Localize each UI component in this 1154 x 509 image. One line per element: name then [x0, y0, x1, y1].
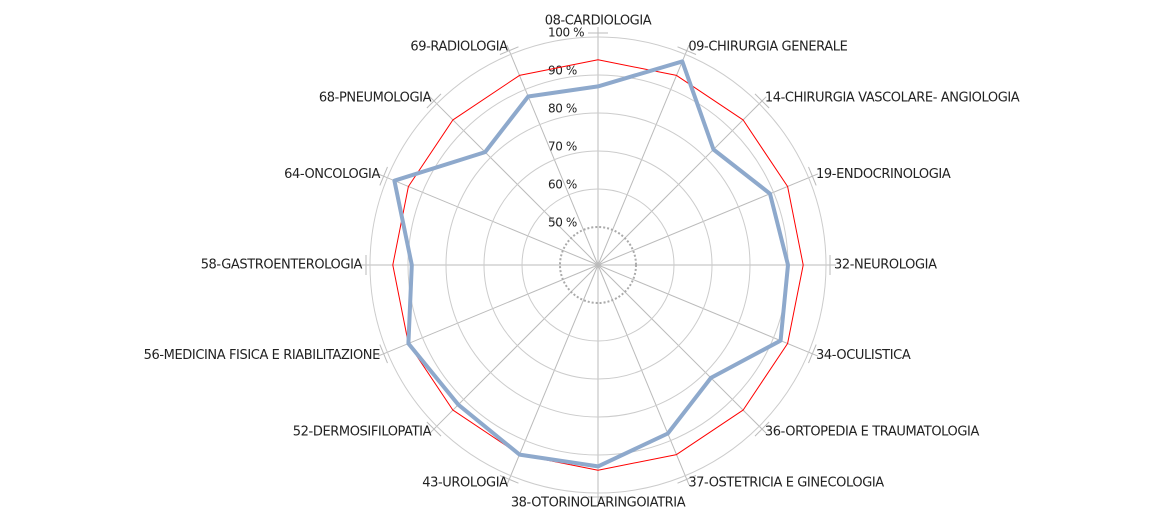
spoke: [506, 44, 599, 266]
category-label: 52-DERMOSIFILOPATIA: [293, 424, 432, 439]
grid-ring: [483, 150, 713, 380]
grid-ring: [559, 226, 637, 304]
category-label: 64-ONCOLOGIA: [284, 167, 380, 182]
category-label: 38-OTORINOLARINGOIATRIA: [511, 496, 686, 509]
spoke-end: [379, 344, 388, 364]
spoke-end: [677, 46, 697, 55]
category-label: 56-MEDICINA FISICA E RIABILITAZIONE: [144, 348, 381, 363]
grid-ring: [369, 36, 827, 494]
spoke: [506, 264, 599, 486]
category-label: 14-CHIRURGIA VASCOLARE- ANGIOLOGIA: [765, 91, 1020, 106]
spoke-end: [426, 421, 442, 437]
spoke: [429, 264, 599, 434]
category-label: 09-CHIRURGIA GENERALE: [688, 39, 847, 54]
r-tick-label: 100 %: [548, 26, 584, 40]
category-label: 19-ENDOCRINOLOGIA: [816, 167, 951, 182]
category-label: 37-OSTETRICIA E GINECOLOGIA: [688, 476, 884, 491]
spoke-end: [379, 166, 388, 186]
grid-ring: [445, 112, 751, 418]
r-tick-label: 60 %: [548, 178, 577, 192]
spoke-end: [808, 166, 817, 186]
r-tick-label: 80 %: [548, 102, 577, 116]
category-label: 34-OCULISTICA: [816, 348, 911, 363]
spoke: [377, 173, 599, 266]
series-line: [392, 59, 790, 469]
spoke: [597, 96, 767, 266]
spoke-end: [754, 421, 770, 437]
spoke: [597, 173, 819, 266]
category-label: 32-NEUROLOGIA: [834, 258, 937, 273]
category-label: 68-PNEUMOLOGIA: [319, 91, 432, 106]
category-label: 58-GASTROENTEROLOGIA: [201, 258, 363, 273]
spoke-end: [499, 475, 519, 484]
grid-ring: [521, 188, 675, 342]
spoke-end: [677, 475, 697, 484]
r-tick-label: 50 %: [548, 216, 577, 230]
category-label: 36-ORTOPEDIA E TRAUMATOLOGIA: [765, 424, 980, 439]
category-label: 43-UROLOGIA: [422, 476, 508, 491]
spoke: [597, 264, 767, 434]
spoke-end: [754, 93, 770, 109]
r-tick-label: 70 %: [548, 140, 577, 154]
spoke: [597, 44, 690, 266]
spoke-end: [808, 344, 817, 364]
series-line: [392, 59, 804, 471]
spoke-end: [426, 93, 442, 109]
spoke: [597, 264, 690, 486]
r-tick-label: 90 %: [548, 64, 577, 78]
category-label: 69-RADIOLOGIA: [410, 39, 508, 54]
category-label: 08-CARDIOLOGIA: [545, 14, 652, 29]
spoke-end: [499, 46, 519, 55]
spoke: [429, 96, 599, 266]
spoke: [377, 264, 599, 357]
